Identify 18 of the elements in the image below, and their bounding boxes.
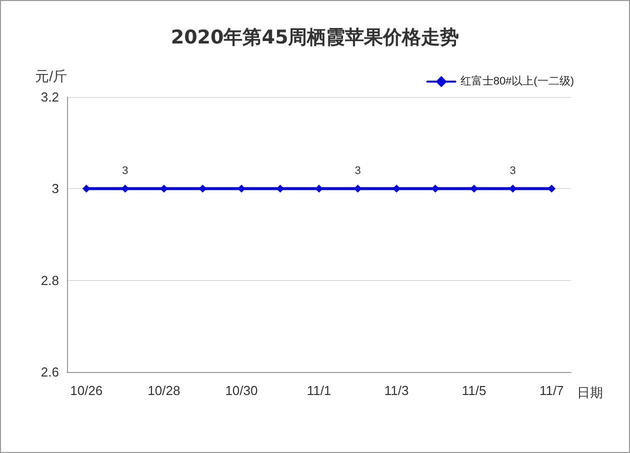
x-tick-label: 11/7 bbox=[539, 383, 564, 398]
y-tick-label: 2.8 bbox=[40, 272, 59, 288]
x-axis-title: 日期 bbox=[577, 385, 603, 400]
y-tick-label: 2.6 bbox=[40, 364, 59, 380]
data-label: 3 bbox=[510, 165, 516, 178]
data-label: 3 bbox=[354, 165, 361, 178]
x-tick-label: 10/30 bbox=[225, 383, 258, 398]
x-tick-label: 10/28 bbox=[148, 383, 180, 398]
x-tick-label: 11/3 bbox=[384, 383, 409, 398]
legend-label: 红富士80#以上(一二级) bbox=[460, 74, 574, 88]
x-tick-label: 11/1 bbox=[306, 383, 332, 398]
x-tick-label: 10/26 bbox=[70, 383, 103, 398]
x-tick-label: 11/5 bbox=[462, 383, 486, 398]
y-axis-title: 元/斤 bbox=[35, 68, 67, 84]
y-tick-label: 3 bbox=[52, 181, 59, 196]
data-label: 3 bbox=[122, 165, 128, 178]
y-tick-label: 3.2 bbox=[40, 90, 59, 104]
chart-title: 2020年第45周栖霞苹果价格走势 bbox=[170, 26, 460, 48]
